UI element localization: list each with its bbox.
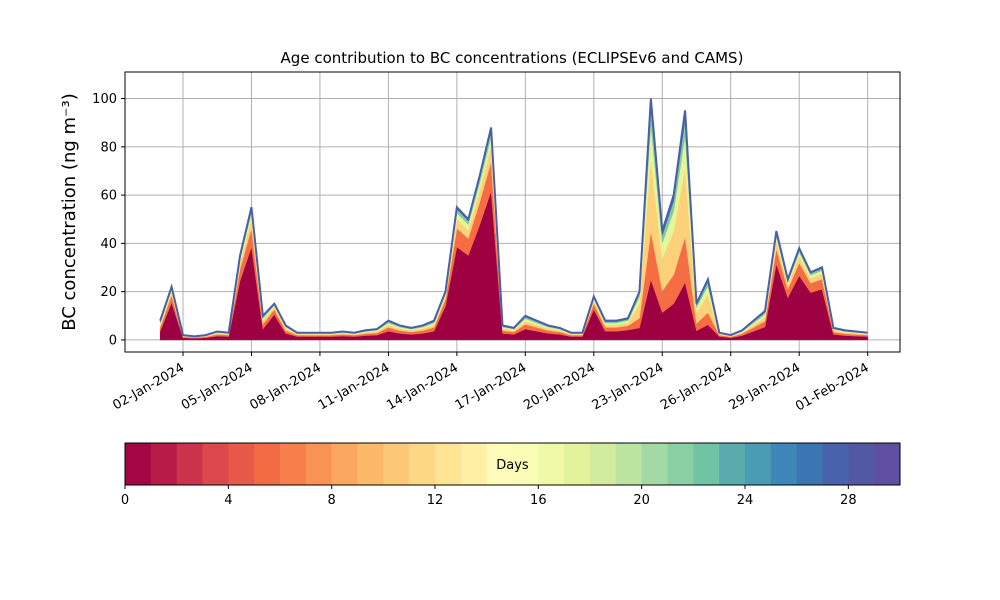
colorbar-band xyxy=(848,443,875,485)
x-tick-label: 20-Jan-2024 xyxy=(521,360,598,413)
colorbar-band xyxy=(150,443,178,485)
y-tick-label: 60 xyxy=(100,189,117,204)
colorbar-band xyxy=(538,443,565,485)
y-axis-label: BC concentration (ng m⁻³) xyxy=(59,93,80,331)
x-tick-label: 08-Jan-2024 xyxy=(247,360,324,413)
colorbar-band xyxy=(409,443,436,485)
x-tick-label: 26-Jan-2024 xyxy=(658,360,735,413)
colorbar-tick-label: 24 xyxy=(737,493,754,508)
colorbar-band xyxy=(202,443,229,485)
x-tick-label: 14-Jan-2024 xyxy=(384,360,461,413)
x-tick-label: 11-Jan-2024 xyxy=(316,360,393,413)
colorbar-band xyxy=(590,443,617,485)
colorbar-tick-label: 8 xyxy=(328,493,336,508)
colorbar-tick-label: 0 xyxy=(121,493,129,508)
colorbar-band xyxy=(280,443,307,485)
x-tick-label: 02-Jan-2024 xyxy=(110,360,187,413)
y-tick-label: 20 xyxy=(100,285,117,300)
colorbar-tick-label: 4 xyxy=(224,493,232,508)
colorbar-label: Days xyxy=(496,458,529,473)
colorbar-band xyxy=(564,443,591,485)
colorbar-band xyxy=(305,443,333,485)
chart-title: Age contribution to BC concentrations (E… xyxy=(281,49,744,67)
colorbar-band xyxy=(745,443,772,485)
y-tick-label: 0 xyxy=(109,333,117,348)
colorbar-band xyxy=(641,443,668,485)
colorbar-frame xyxy=(124,442,901,486)
colorbar-band xyxy=(228,443,255,485)
colorbar-band xyxy=(874,443,901,485)
colorbar-band xyxy=(435,443,462,485)
colorbar-band xyxy=(331,443,358,485)
colorbar-band xyxy=(667,443,694,485)
colorbar-tick-label: 16 xyxy=(530,493,547,508)
area-outline xyxy=(159,98,868,338)
colorbar-band xyxy=(770,443,798,485)
colorbar-band xyxy=(512,443,539,485)
colorbar-tick-label: 20 xyxy=(633,493,650,508)
x-tick-label: 01-Feb-2024 xyxy=(793,360,872,414)
colorbar-band xyxy=(357,443,384,485)
colorbar-band xyxy=(383,443,410,485)
area xyxy=(159,108,868,338)
area xyxy=(159,125,868,338)
x-tick-label: 29-Jan-2024 xyxy=(727,360,804,413)
colorbar-band xyxy=(486,443,513,485)
y-tick-label: 100 xyxy=(92,92,117,107)
colorbar-band xyxy=(460,443,488,485)
colorbar-band xyxy=(822,443,849,485)
colorbar-tick-label: 12 xyxy=(427,493,444,508)
area xyxy=(159,146,868,338)
x-tick-label: 05-Jan-2024 xyxy=(179,360,256,413)
colorbar-band xyxy=(719,443,746,485)
y-tick-label: 40 xyxy=(100,237,117,252)
colorbar-band xyxy=(796,443,823,485)
colorbar-band xyxy=(693,443,720,485)
y-tick-label: 80 xyxy=(100,140,117,155)
x-tick-label: 17-Jan-2024 xyxy=(453,360,530,413)
x-tick-label: 23-Jan-2024 xyxy=(590,360,667,413)
area xyxy=(159,98,868,337)
colorbar-tick-label: 28 xyxy=(840,493,857,508)
colorbar-band xyxy=(176,443,203,485)
colorbar-band xyxy=(615,443,643,485)
colorbar-band xyxy=(125,443,152,485)
colorbar-band xyxy=(254,443,281,485)
plot-frame xyxy=(124,71,901,353)
plot-area xyxy=(159,98,868,341)
